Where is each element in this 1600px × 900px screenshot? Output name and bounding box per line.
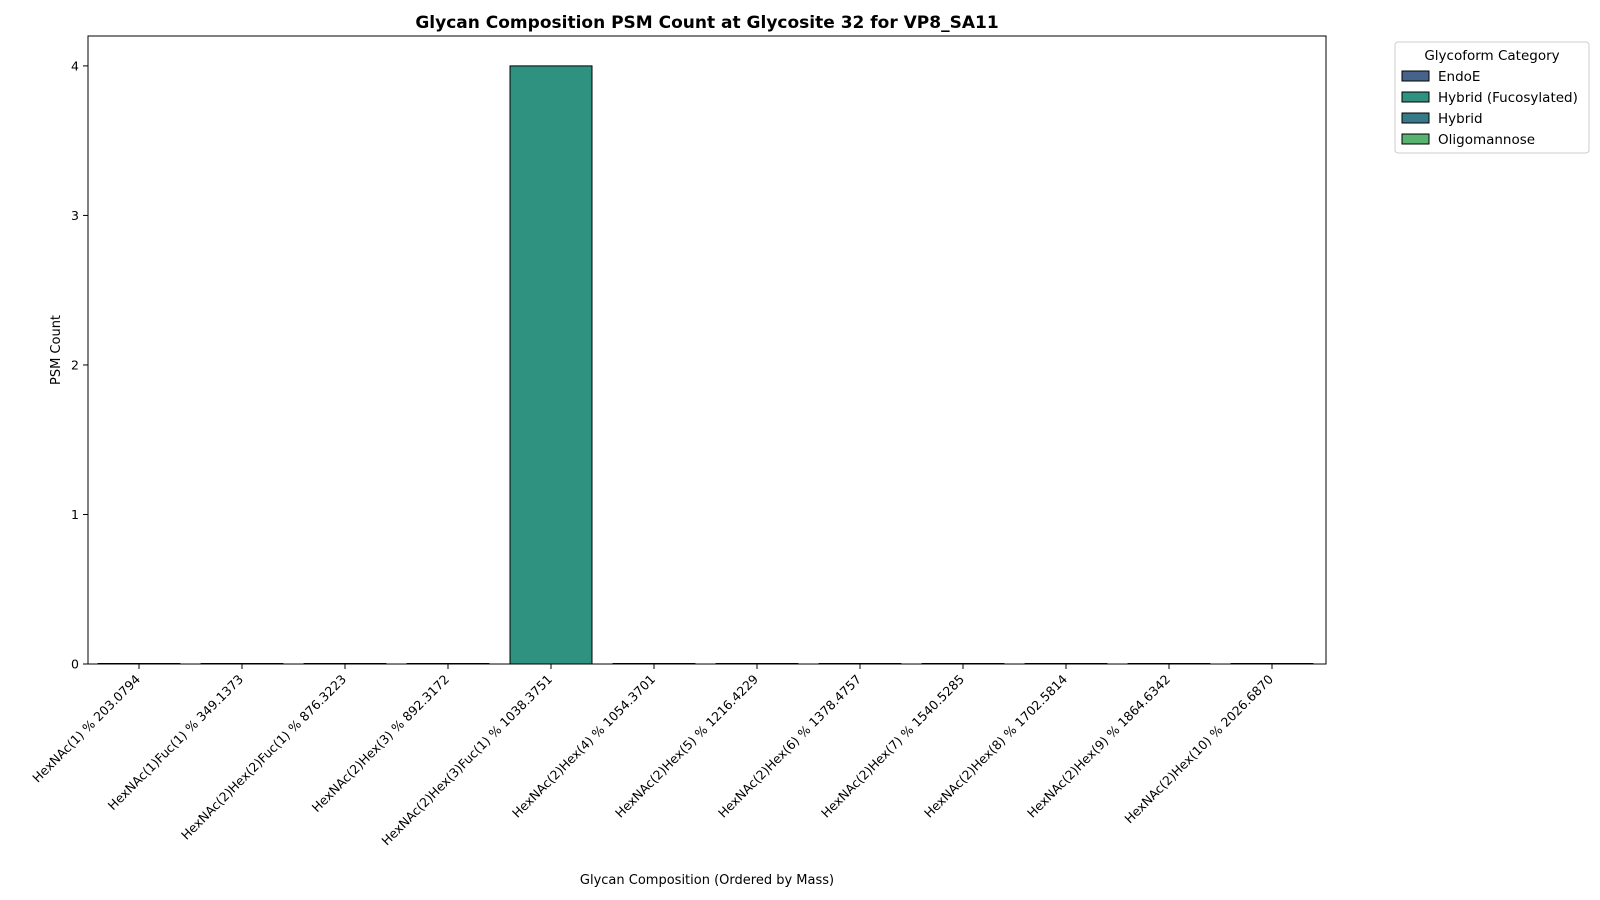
y-tick-label: 0: [71, 657, 79, 672]
y-tick-label: 3: [71, 208, 79, 223]
legend-label: Oligomannose: [1438, 132, 1535, 148]
x-tick-label: HexNAc(2)Hex(2)Fuc(1) % 876.3223: [178, 672, 349, 843]
legend-entries: EndoE Hybrid (Fucosylated) Hybrid Oligomann…: [1401, 69, 1578, 148]
legend-swatch: [1401, 112, 1430, 124]
legend-swatch: [1401, 91, 1430, 103]
y-axis: 0 1 2 3 4: [71, 58, 88, 672]
chart-title: Glycan Composition PSM Count at Glycosit…: [415, 13, 998, 33]
legend-swatch: [1401, 133, 1430, 145]
plot-frame: [87, 35, 1327, 665]
legend: Glycoform Category EndoE Hybrid (Fucosyla…: [1394, 41, 1590, 154]
bar: [509, 65, 593, 665]
legend-frame: [1394, 41, 1590, 154]
y-tick-label: 1: [71, 507, 79, 522]
legend-swatch: [1401, 70, 1430, 82]
x-tick-label: HexNAc(2)Hex(3)Fuc(1) % 1038.3751: [378, 672, 555, 849]
x-axis-label: Glycan Composition (Ordered by Mass): [580, 873, 834, 888]
legend-label: Hybrid (Fucosylated): [1438, 90, 1578, 106]
legend-label: EndoE: [1438, 69, 1480, 85]
plot-area: [87, 35, 1327, 665]
y-axis-label: PSM Count: [49, 315, 64, 385]
y-tick-label: 4: [71, 58, 79, 73]
y-tick-label: 2: [71, 357, 79, 372]
legend-label: Hybrid: [1438, 111, 1483, 127]
bars: [97, 65, 1314, 665]
legend-title: Glycoform Category: [1424, 48, 1559, 64]
x-tick-label: HexNAc(1) % 203.0794: [29, 671, 143, 785]
